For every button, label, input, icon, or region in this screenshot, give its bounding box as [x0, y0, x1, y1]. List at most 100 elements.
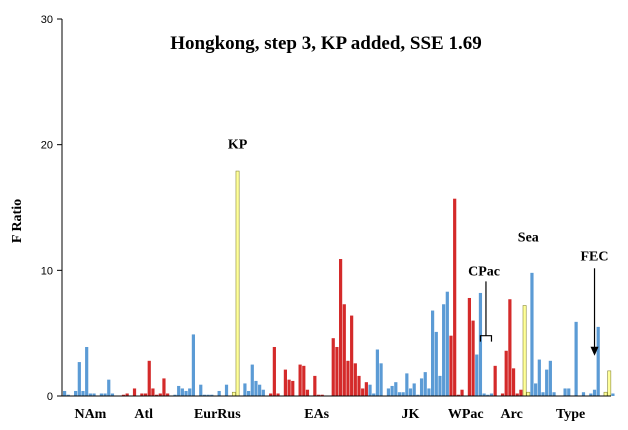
bar [298, 364, 302, 396]
bar [478, 292, 483, 396]
bar [552, 392, 556, 396]
bar [302, 365, 306, 396]
bar [442, 304, 446, 396]
bar [372, 393, 376, 396]
bar [177, 385, 181, 396]
bar [107, 379, 111, 396]
bar [66, 394, 70, 396]
bar [353, 363, 357, 396]
bar [438, 375, 442, 396]
bar [151, 388, 155, 396]
bar [346, 360, 350, 396]
bar [456, 394, 460, 396]
group-label: WPac [448, 407, 484, 422]
bar [534, 383, 538, 396]
annotation-bracket [479, 281, 493, 342]
bar [235, 170, 240, 397]
bar [574, 321, 578, 396]
bar [103, 393, 107, 396]
bar [401, 392, 405, 396]
bar [467, 297, 471, 396]
bar [607, 370, 612, 397]
bar [92, 393, 96, 396]
group-label: EurRus [194, 407, 241, 422]
bar [261, 389, 265, 396]
bar [269, 393, 273, 396]
bar [316, 394, 321, 396]
bar [331, 338, 335, 396]
bar [394, 382, 398, 396]
bar [530, 272, 534, 396]
annotation-label: CPac [468, 264, 500, 279]
bar [320, 394, 324, 396]
group-label: Type [556, 407, 585, 422]
bar [541, 392, 545, 396]
bar [173, 394, 177, 396]
bar [188, 388, 192, 396]
bars [63, 170, 615, 397]
bar [250, 364, 254, 396]
bar [445, 291, 449, 396]
group-label: Arc [501, 407, 523, 422]
bar [592, 389, 597, 396]
bar [390, 385, 394, 396]
bar [158, 393, 162, 396]
bar [305, 389, 310, 396]
group-label: Atl [134, 407, 153, 422]
annotation-label: FEC [581, 249, 609, 264]
bar [357, 375, 361, 396]
bar [431, 310, 435, 396]
bar [125, 393, 129, 396]
bar [449, 335, 453, 396]
bar [191, 334, 195, 396]
bar [287, 379, 291, 396]
bar [140, 393, 144, 396]
bar [199, 384, 203, 396]
bar [548, 360, 552, 396]
bar [397, 392, 402, 396]
bar [475, 354, 479, 396]
bar [217, 390, 221, 396]
bar [500, 393, 505, 396]
bar [206, 394, 210, 396]
bar [482, 393, 486, 396]
bar [162, 378, 166, 396]
bar [567, 388, 571, 396]
bar [419, 378, 424, 396]
bar [596, 326, 600, 396]
bar [427, 388, 431, 396]
bar [77, 362, 81, 396]
bar [364, 382, 368, 396]
bar [180, 388, 184, 396]
bar [155, 394, 159, 396]
bar [504, 350, 508, 396]
bar [243, 383, 247, 396]
bar [453, 198, 457, 396]
bar [121, 394, 126, 396]
bar [493, 365, 497, 396]
bar [74, 390, 78, 396]
bar [408, 388, 413, 396]
y-tick-label: 10 [41, 265, 53, 277]
bar [85, 346, 89, 396]
annotation-arrow-head [590, 346, 599, 356]
bar [537, 359, 541, 396]
bar [603, 391, 608, 397]
bar [224, 384, 229, 396]
bar [81, 390, 85, 396]
bar [110, 393, 115, 396]
bar [132, 388, 137, 396]
annotation-label: Sea [518, 230, 539, 245]
annotations: KP Sea CPac FEC [228, 137, 609, 356]
bar [412, 383, 416, 396]
bar [258, 384, 262, 396]
bar [460, 389, 464, 396]
bar [508, 299, 512, 396]
y-tick-label: 30 [41, 14, 53, 26]
bar [99, 393, 103, 396]
bar [545, 369, 549, 396]
bar [423, 372, 427, 396]
bar [283, 369, 287, 396]
bar [276, 393, 280, 396]
